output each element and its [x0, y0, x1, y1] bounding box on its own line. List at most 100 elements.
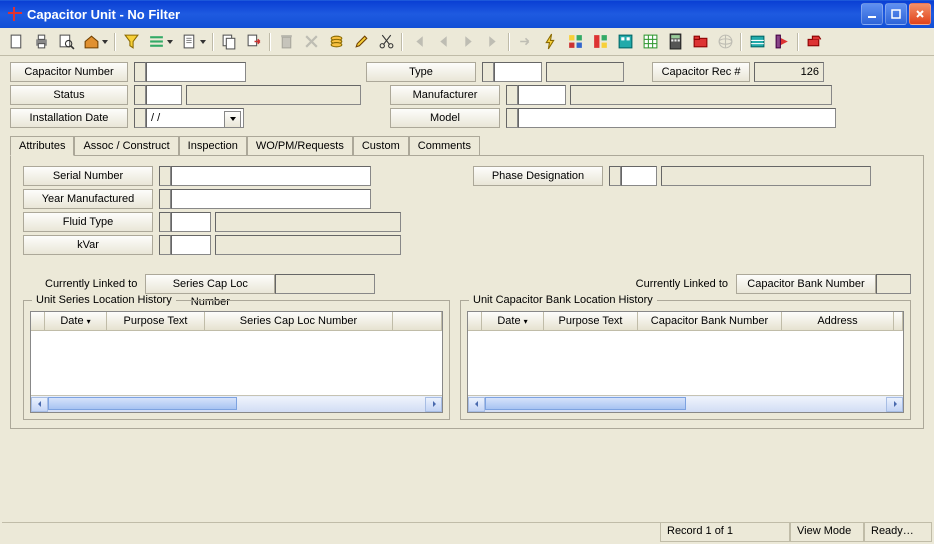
column-header[interactable]: Series Cap Loc Number — [205, 312, 393, 330]
input-fluid-type-code[interactable] — [171, 212, 211, 232]
separator — [112, 30, 118, 54]
tb-grid[interactable] — [745, 30, 769, 54]
legend-series-history: Unit Series Location History — [32, 294, 176, 306]
toolbar — [0, 28, 934, 56]
tb-export[interactable] — [242, 30, 266, 54]
column-header[interactable]: Date ▾ — [45, 312, 107, 330]
display-manufacturer-text — [570, 85, 832, 105]
scroll-right-btn[interactable] — [425, 397, 442, 412]
tb-prev[interactable] — [431, 30, 455, 54]
scrollbar-right[interactable] — [468, 395, 903, 412]
label-serial-number: Serial Number — [23, 166, 153, 186]
tb-globe[interactable] — [713, 30, 737, 54]
tb-preview[interactable] — [54, 30, 78, 54]
tb-tile2[interactable] — [588, 30, 612, 54]
input-phase-designation-code[interactable] — [621, 166, 657, 186]
separator — [399, 30, 405, 54]
tb-go[interactable] — [513, 30, 537, 54]
column-header[interactable]: Date ▾ — [482, 312, 544, 330]
tab-custom[interactable]: Custom — [353, 136, 409, 155]
grid-bank-history[interactable]: Date ▾Purpose TextCapacitor Bank NumberA… — [467, 311, 904, 413]
column-header[interactable]: Purpose Text — [544, 312, 638, 330]
status-record: Record 1 of 1 — [660, 523, 790, 542]
column-header[interactable]: Capacitor Bank Number — [638, 312, 782, 330]
lock-capacitor-number[interactable] — [134, 62, 146, 82]
tb-folder[interactable] — [688, 30, 712, 54]
status-bar: Record 1 of 1 View Mode Ready… — [2, 522, 932, 542]
lock-status[interactable] — [134, 85, 146, 105]
tb-cut[interactable] — [374, 30, 398, 54]
maximize-button[interactable] — [885, 3, 907, 25]
tb-print[interactable] — [29, 30, 53, 54]
separator — [738, 30, 744, 54]
scroll-left-btn[interactable] — [31, 397, 48, 412]
input-type-code[interactable] — [494, 62, 542, 82]
input-install-date[interactable]: / / — [146, 108, 244, 128]
tb-copy[interactable] — [217, 30, 241, 54]
tb-calc[interactable] — [663, 30, 687, 54]
tb-menu[interactable] — [144, 30, 176, 54]
label-type: Type — [366, 62, 476, 82]
tb-delete[interactable] — [274, 30, 298, 54]
input-kvar-code[interactable] — [171, 235, 211, 255]
tb-bolt[interactable] — [538, 30, 562, 54]
tab-wo-pm-requests[interactable]: WO/PM/Requests — [247, 136, 353, 155]
tb-last[interactable] — [481, 30, 505, 54]
label-manufacturer: Manufacturer — [390, 85, 500, 105]
display-type-text — [546, 62, 624, 82]
label-capacitor-number: Capacitor Number — [10, 62, 128, 82]
display-status-text — [186, 85, 361, 105]
lock-serial-number[interactable] — [159, 166, 171, 186]
tb-tile3[interactable] — [613, 30, 637, 54]
tab-comments[interactable]: Comments — [409, 136, 480, 155]
lock-manufacturer[interactable] — [506, 85, 518, 105]
lock-kvar[interactable] — [159, 235, 171, 255]
tb-exit[interactable] — [802, 30, 826, 54]
grid-series-history[interactable]: Date ▾Purpose TextSeries Cap Loc Number — [30, 311, 443, 413]
display-phase-designation-text — [661, 166, 871, 186]
tb-home[interactable] — [79, 30, 111, 54]
lock-fluid-type[interactable] — [159, 212, 171, 232]
column-header[interactable]: Address — [782, 312, 894, 330]
input-capacitor-number[interactable] — [146, 62, 246, 82]
lock-model[interactable] — [506, 108, 518, 128]
tb-cancel[interactable] — [299, 30, 323, 54]
tb-sheet[interactable] — [638, 30, 662, 54]
column-header[interactable]: Purpose Text — [107, 312, 205, 330]
tb-edit[interactable] — [349, 30, 373, 54]
close-button[interactable] — [909, 3, 931, 25]
scroll-right-btn[interactable] — [886, 397, 903, 412]
lock-year-manufactured[interactable] — [159, 189, 171, 209]
scrollbar-left[interactable] — [31, 395, 442, 412]
lock-type[interactable] — [482, 62, 494, 82]
tb-blank[interactable] — [4, 30, 28, 54]
label-linked-right: Currently Linked to — [636, 278, 728, 290]
scroll-left-btn[interactable] — [468, 397, 485, 412]
status-mode: View Mode — [790, 523, 864, 542]
lock-phase-designation[interactable] — [609, 166, 621, 186]
input-status-code[interactable] — [146, 85, 182, 105]
tb-tile1[interactable] — [563, 30, 587, 54]
tabstrip: AttributesAssoc / ConstructInspectionWO/… — [10, 136, 924, 156]
separator — [267, 30, 273, 54]
input-manufacturer-code[interactable] — [518, 85, 566, 105]
input-year-manufactured[interactable] — [171, 189, 371, 209]
input-model[interactable] — [518, 108, 836, 128]
tb-stack[interactable] — [324, 30, 348, 54]
label-phase-designation: Phase Designation — [473, 166, 603, 186]
tab-attributes[interactable]: Attributes — [10, 136, 74, 156]
label-series-cap-loc: Series Cap Loc Number — [145, 274, 275, 294]
tb-first[interactable] — [406, 30, 430, 54]
group-series-history: Unit Series Location History Date ▾Purpo… — [23, 300, 450, 420]
tb-next[interactable] — [456, 30, 480, 54]
label-rec: Capacitor Rec # — [652, 62, 750, 82]
minimize-button[interactable] — [861, 3, 883, 25]
tab-inspection[interactable]: Inspection — [179, 136, 247, 155]
tb-doc[interactable] — [177, 30, 209, 54]
tab-assoc-construct[interactable]: Assoc / Construct — [74, 136, 178, 155]
tb-help[interactable] — [770, 30, 794, 54]
label-year-manufactured: Year Manufactured — [23, 189, 153, 209]
tb-filter[interactable] — [119, 30, 143, 54]
input-serial-number[interactable] — [171, 166, 371, 186]
lock-install-date[interactable] — [134, 108, 146, 128]
